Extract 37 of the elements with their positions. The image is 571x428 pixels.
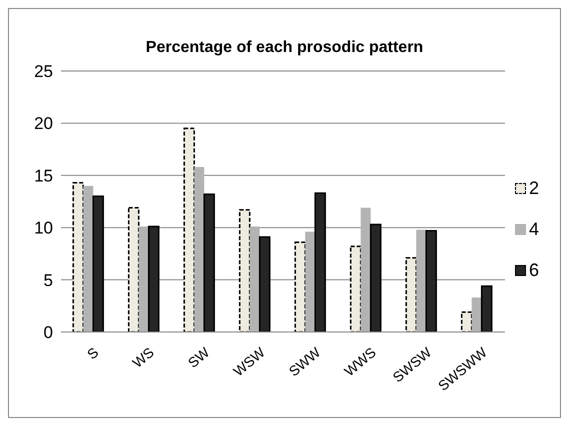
- bar: [83, 186, 94, 332]
- y-tick-label: 0: [44, 323, 53, 342]
- legend-label: 2: [528, 178, 539, 199]
- bar: [460, 311, 472, 332]
- bar: [314, 192, 326, 332]
- bar: [370, 224, 382, 332]
- x-tick-label: S: [84, 344, 102, 362]
- bar: [472, 298, 482, 332]
- x-tick-label: WS: [129, 344, 157, 371]
- bar: [360, 208, 371, 332]
- y-tick-label: 5: [44, 270, 53, 290]
- bar: [128, 207, 140, 332]
- x-tick-label: SW: [184, 344, 213, 371]
- bar: [294, 241, 306, 332]
- legend-label: 6: [528, 260, 539, 281]
- bar: [480, 285, 492, 332]
- bar: [92, 196, 104, 332]
- bar: [258, 236, 270, 332]
- bar: [425, 230, 437, 332]
- bar: [416, 230, 426, 332]
- bar: [194, 167, 204, 332]
- y-tick-label: 25: [34, 62, 53, 82]
- bar: [72, 182, 84, 332]
- y-tick-label: 20: [34, 114, 53, 134]
- y-tick-label: 10: [34, 218, 53, 238]
- bar: [203, 193, 215, 332]
- bar: [148, 226, 160, 332]
- legend-label: 4: [528, 219, 539, 240]
- bar: [138, 226, 149, 332]
- bar: [405, 257, 417, 332]
- bar: [305, 232, 316, 332]
- bar: [238, 209, 250, 332]
- y-tick-label: 15: [34, 166, 53, 186]
- bar: [350, 246, 362, 332]
- bar: [183, 128, 195, 332]
- bar: [250, 226, 260, 332]
- chart-title: Percentage of each prosodic pattern: [144, 39, 424, 57]
